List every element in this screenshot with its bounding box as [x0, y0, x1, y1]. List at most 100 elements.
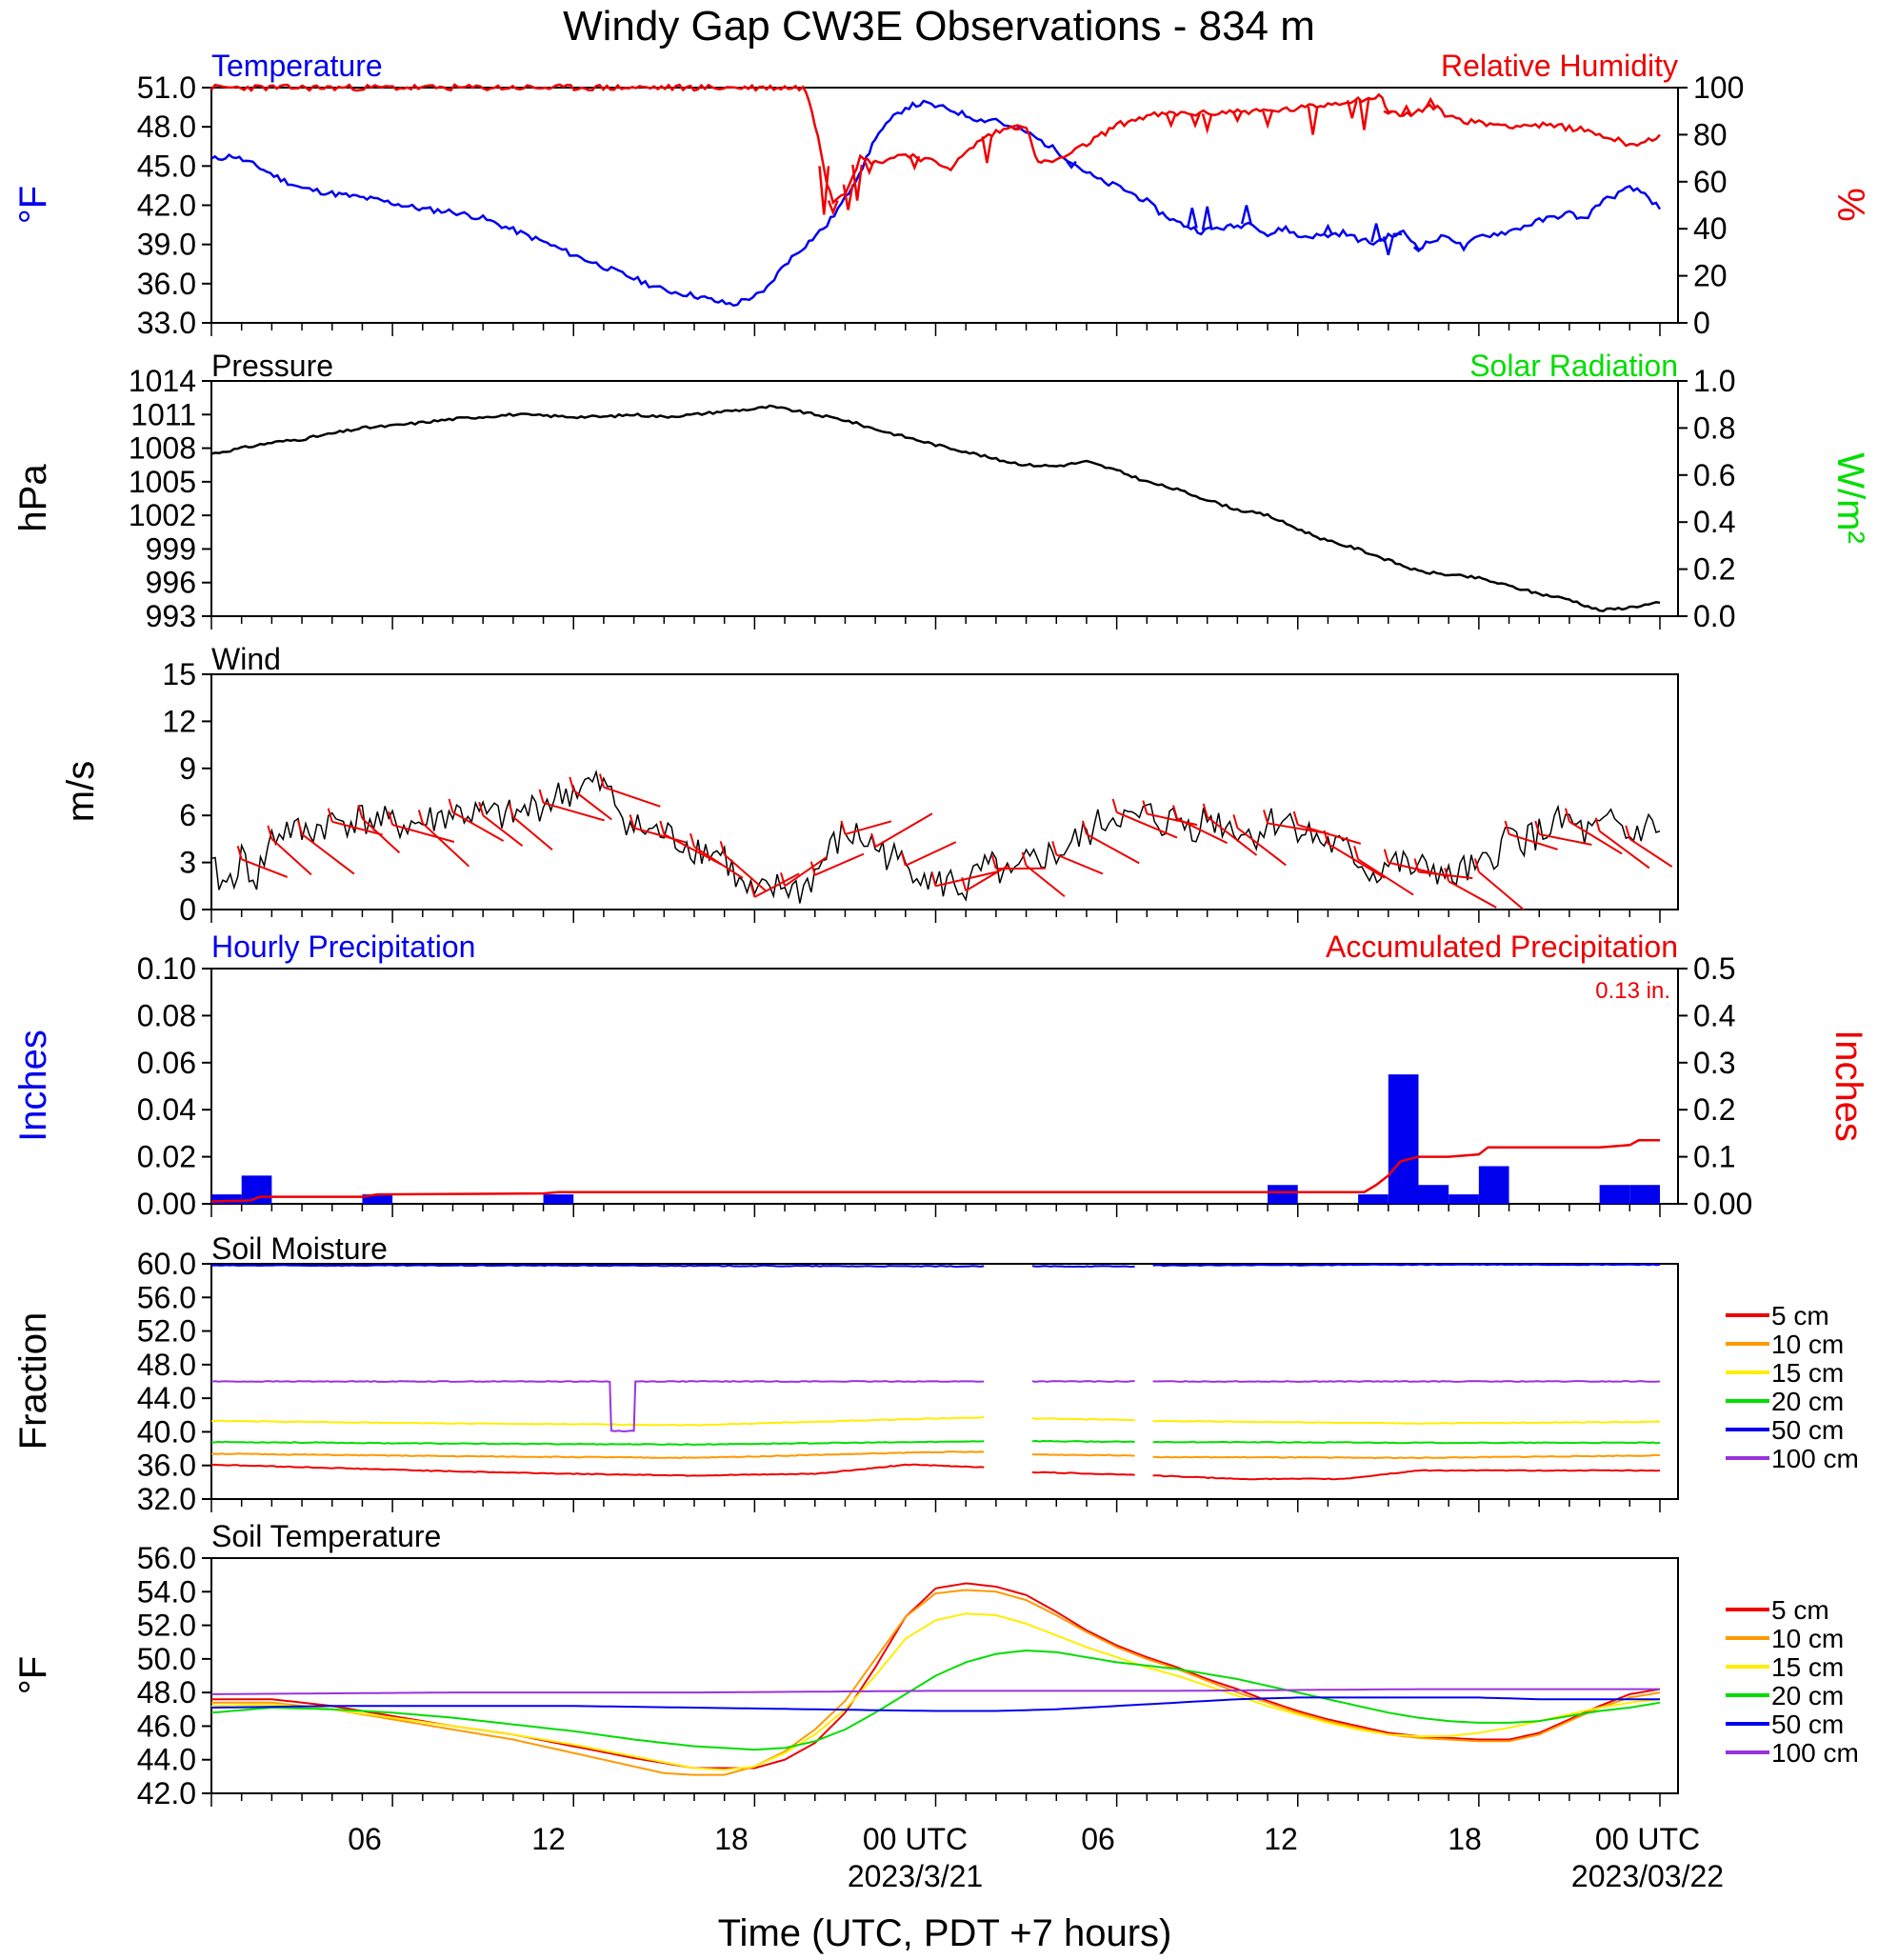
- y-tick-label: 0.02: [137, 1140, 196, 1174]
- series-spike: [1066, 160, 1077, 170]
- wind-barb-flag: [1263, 810, 1269, 824]
- wind-barb: [1539, 832, 1592, 846]
- wind-barb-flag: [1534, 820, 1541, 835]
- x-date-label: 2023/3/21: [848, 1859, 983, 1893]
- legend-label: 20 cm: [1771, 1387, 1844, 1416]
- soil-temperature-line: [210, 1649, 1661, 1751]
- precip-bar: [1629, 1185, 1660, 1204]
- series-spike: [1262, 110, 1274, 130]
- wind-barb-flag: [629, 814, 635, 829]
- accum-total-label: 0.13 in.: [1595, 978, 1670, 1004]
- y-tick-label-right: 20: [1693, 259, 1728, 293]
- wind-barb: [693, 846, 744, 879]
- soil-temperature-panel: Soil Temperature °F 56.054.052.050.048.0…: [12, 1519, 1859, 1810]
- y-tick-label: 36.0: [137, 1449, 196, 1483]
- wind-barb: [301, 833, 355, 875]
- wind-barb-flag: [840, 820, 847, 835]
- series-spike: [909, 155, 921, 171]
- y-tick-label-right: 1.0: [1693, 364, 1735, 398]
- wind-barb: [1207, 816, 1258, 856]
- legend-label: 10 cm: [1771, 1624, 1844, 1653]
- time-axis: 06 12 18 00 UTC 06 12 18 00 UTC 2023/3/2…: [348, 1822, 1724, 1954]
- x-tick-label: 18: [714, 1822, 749, 1856]
- wind-barb-flag: [1444, 868, 1450, 882]
- soil-moisture-line: [210, 1439, 1661, 1447]
- y-tick-label: 1002: [129, 498, 196, 532]
- series-spike: [1382, 236, 1394, 255]
- y-tick-label: 60.0: [137, 1247, 196, 1281]
- series-spike: [1346, 100, 1358, 119]
- y-tick-label: 993: [146, 599, 196, 633]
- x-tick-label: 06: [1081, 1822, 1115, 1856]
- wind-barb-flag: [508, 803, 514, 818]
- wind-barb: [874, 812, 933, 848]
- wind-barb-flag: [267, 825, 273, 840]
- wind-barb: [1055, 853, 1104, 875]
- y-tick-label: 0.06: [137, 1046, 196, 1080]
- hourly-precip-unit-label: Inches: [12, 1030, 54, 1142]
- soil-temperature-title: Soil Temperature: [211, 1519, 441, 1553]
- soil-temperature-line: [211, 1589, 1661, 1776]
- y-tick-label-right: 0.3: [1693, 1046, 1735, 1080]
- precip-bar: [543, 1194, 574, 1204]
- x-tick-label: 00 UTC: [1595, 1822, 1700, 1856]
- y-tick-label: 996: [146, 566, 196, 600]
- panel-frame: [210, 1557, 1679, 1794]
- series-spike: [842, 184, 854, 210]
- series-spike: [1011, 124, 1023, 129]
- y-tick-label: 48.0: [137, 1675, 196, 1710]
- wind-barb-flag: [297, 820, 304, 835]
- wind-barb: [663, 833, 723, 866]
- wind-barb-flag: [809, 861, 816, 876]
- wind-barb-flag: [780, 872, 787, 887]
- temperature-unit-label: °F: [12, 186, 54, 224]
- y-tick-label: 50.0: [137, 1642, 196, 1676]
- wind-barb-flag: [1021, 851, 1028, 867]
- series-spike: [1400, 104, 1412, 116]
- wind-barb: [1025, 865, 1066, 898]
- y-tick-label: 3: [179, 846, 196, 880]
- panel-frame: [210, 968, 1679, 1205]
- wind-barb-flag: [1323, 830, 1329, 845]
- wind-barb-flag: [1081, 820, 1088, 835]
- series-spike: [1201, 112, 1213, 135]
- wind-barb-flag: [961, 876, 968, 891]
- y-tick-label-right: 60: [1693, 165, 1728, 199]
- precip-bar: [1268, 1185, 1298, 1204]
- y-tick-label: 32.0: [137, 1482, 196, 1516]
- wind-barb-flag: [417, 810, 424, 824]
- temperature-line: [210, 99, 1662, 308]
- wind-barb-flag: [478, 801, 485, 816]
- wind-barb: [331, 820, 383, 836]
- x-axis-title: Time (UTC, PDT +7 hours): [718, 1912, 1172, 1954]
- y-tick-label: 1014: [129, 364, 196, 398]
- pressure-unit-label: hPa: [12, 464, 54, 532]
- y-tick-label: 44.0: [137, 1743, 196, 1777]
- y-tick-label: 15: [162, 657, 196, 691]
- y-tick-label: 33.0: [137, 306, 196, 340]
- wind-barb-flag: [1292, 810, 1299, 826]
- panel-frame: [210, 673, 1679, 910]
- wind-barb-flag: [598, 773, 605, 788]
- wind-barb: [1297, 824, 1362, 845]
- wind-barb-flag: [1172, 805, 1178, 819]
- wind-barb: [422, 822, 470, 868]
- soil-moisture-line: [210, 1380, 1661, 1432]
- legend-label: 5 cm: [1771, 1595, 1829, 1625]
- wind-barb-flag: [1142, 800, 1149, 814]
- wind-barb: [1478, 870, 1525, 911]
- series-spike: [1425, 96, 1437, 109]
- series-spike: [1189, 112, 1201, 129]
- x-tick-label: 12: [1264, 1822, 1298, 1856]
- legend-label: 100 cm: [1771, 1738, 1859, 1768]
- series-spike: [1383, 110, 1394, 115]
- y-tick-label-right: 0.2: [1693, 1092, 1735, 1127]
- x-tick-label: 06: [348, 1822, 382, 1856]
- wind-barb-flag: [236, 846, 243, 860]
- wind-barb: [724, 853, 767, 891]
- series-spike: [1322, 223, 1334, 236]
- series-spike: [981, 136, 993, 164]
- y-tick-label: 56.0: [137, 1280, 196, 1314]
- y-tick-label: 52.0: [137, 1609, 196, 1643]
- series-spike: [1231, 110, 1244, 124]
